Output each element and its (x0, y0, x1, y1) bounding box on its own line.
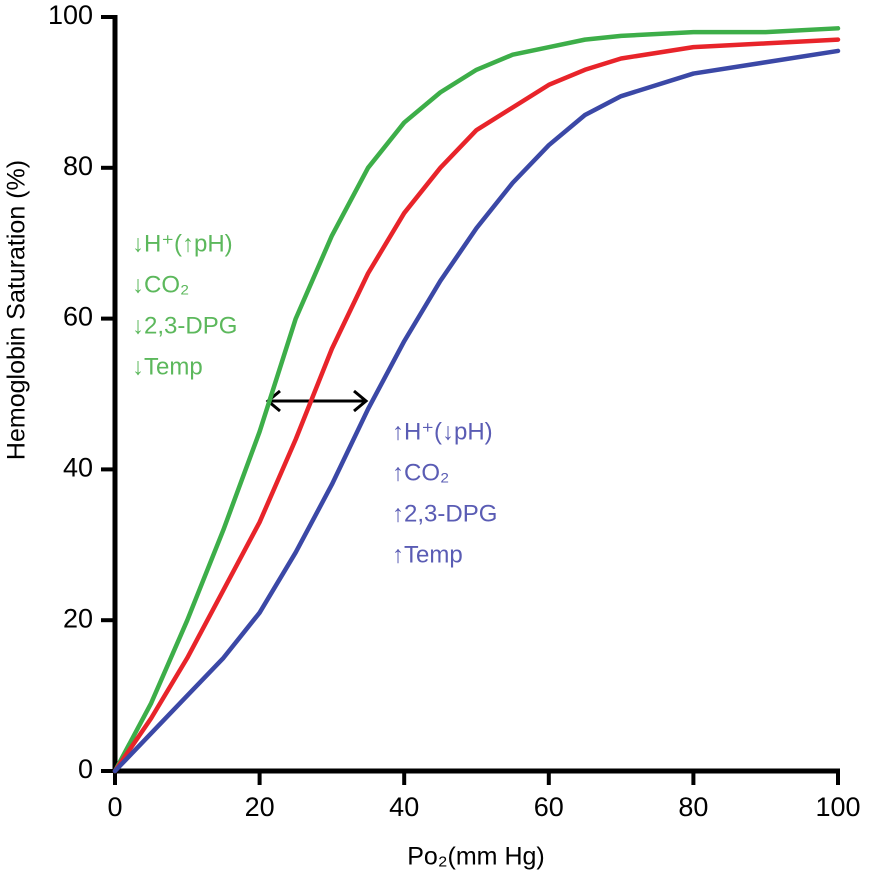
y-tick-label: 100 (48, 0, 93, 30)
x-tick-label: 80 (678, 792, 708, 822)
y-tick-label: 60 (63, 302, 93, 332)
annotation: ↓2,3-DPG (132, 312, 237, 339)
annotation: ↓CO₂ (132, 271, 189, 298)
annotation: ↓H⁺(↑pH) (132, 230, 233, 257)
annotation: ↑H⁺(↓pH) (392, 418, 493, 445)
x-tick-label: 40 (389, 792, 419, 822)
y-tick-label: 20 (63, 603, 93, 633)
curve (112, 26, 841, 774)
x-tick-label: 0 (107, 792, 122, 822)
x-tick-label: 60 (534, 792, 564, 822)
curve (112, 48, 841, 774)
annotation: ↑2,3-DPG (392, 500, 497, 527)
curve (112, 37, 841, 774)
annotation: ↑Temp (392, 541, 463, 568)
annotation: ↓Temp (132, 353, 203, 380)
x-axis-label: Po₂(mm Hg) (407, 843, 545, 871)
y-tick-label: 40 (63, 453, 93, 483)
annotation: ↑CO₂ (392, 459, 449, 486)
shift-arrow (265, 389, 369, 413)
x-tick-label: 20 (245, 792, 275, 822)
y-tick-label: 80 (63, 151, 93, 181)
x-tick-label: 100 (815, 792, 860, 822)
y-tick-label: 0 (78, 754, 93, 784)
y-axis-label: Hemoglobin Saturation (%) (3, 160, 31, 460)
